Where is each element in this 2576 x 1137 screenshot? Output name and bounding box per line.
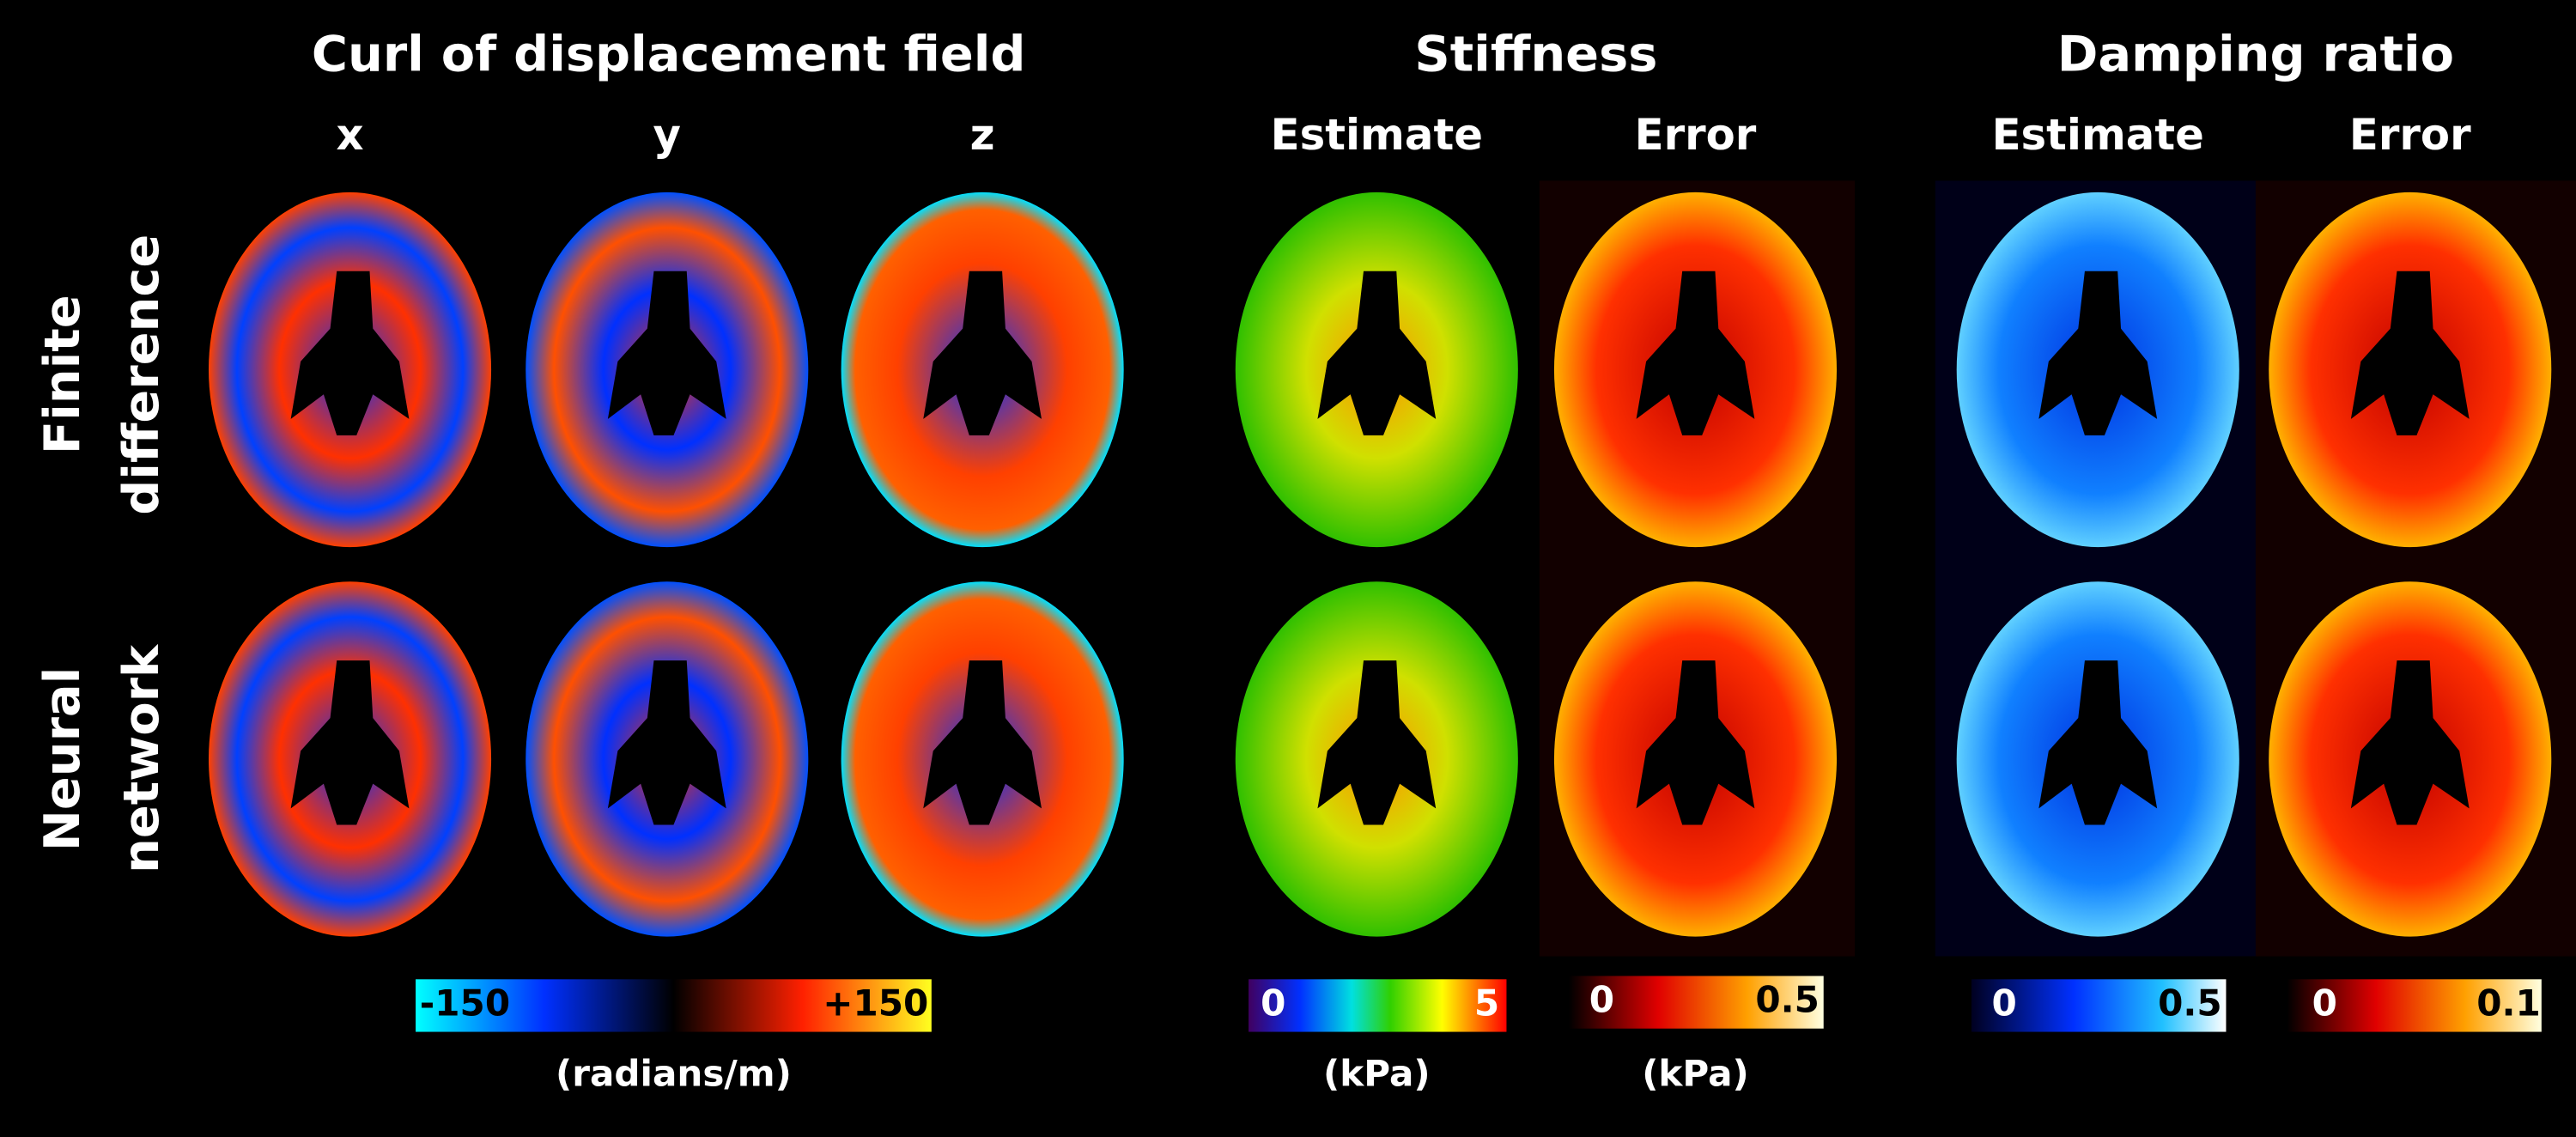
- colorbar: [416, 979, 932, 1032]
- ventricle: [607, 271, 726, 436]
- row-title: network: [112, 643, 170, 873]
- ventricle: [923, 271, 1042, 436]
- ventricle: [290, 271, 410, 436]
- colorbar-label: +150: [823, 982, 928, 1024]
- group-title: Curl of displacement field: [312, 26, 1026, 83]
- column-title: Error: [2349, 110, 2471, 160]
- ventricle: [1636, 660, 1755, 825]
- column-title: Estimate: [1992, 110, 2204, 160]
- colorbar-label: 0: [1992, 982, 2017, 1024]
- group-title: Damping ratio: [2057, 26, 2454, 83]
- ventricle: [1636, 271, 1755, 436]
- ventricle: [290, 660, 410, 825]
- colorbar-label: 0.5: [2158, 982, 2222, 1024]
- colorbar: [1971, 979, 2227, 1032]
- colorbar: [1249, 979, 1507, 1032]
- colorbar-unit: (kPa): [1323, 1053, 1431, 1095]
- column-title: Estimate: [1271, 110, 1483, 160]
- ventricle: [2038, 271, 2158, 436]
- colorbar: [2287, 979, 2542, 1032]
- row-title: Finite: [33, 295, 91, 454]
- colorbar-unit: (radians/m): [556, 1053, 792, 1095]
- colorbar-unit: (kPa): [1642, 1053, 1749, 1095]
- ventricle: [1317, 660, 1437, 825]
- ventricle: [607, 660, 726, 825]
- column-title: y: [653, 110, 681, 160]
- brain-maps: [208, 192, 2552, 937]
- ventricle: [923, 660, 1042, 825]
- row-title: difference: [112, 234, 170, 515]
- ventricle: [1317, 271, 1437, 436]
- ventricle: [2350, 271, 2470, 436]
- group-title: Stiffness: [1414, 26, 1657, 83]
- colorbar-label: 0.1: [2476, 982, 2541, 1024]
- ventricle: [2350, 660, 2470, 825]
- colorbar-label: 0: [1589, 979, 1614, 1021]
- colorbar-label: 0: [1261, 982, 1285, 1024]
- colorbar-label: -150: [420, 982, 510, 1024]
- column-title: z: [970, 110, 995, 160]
- column-title: x: [336, 110, 363, 160]
- ventricle: [2038, 660, 2158, 825]
- colorbar-label: 5: [1474, 982, 1499, 1024]
- colorbar-label: 0: [2312, 982, 2337, 1024]
- colorbar-label: 0.5: [1755, 979, 1820, 1021]
- row-title: Neural: [33, 667, 91, 851]
- column-title: Error: [1635, 110, 1757, 160]
- colorbar: [1569, 976, 1824, 1029]
